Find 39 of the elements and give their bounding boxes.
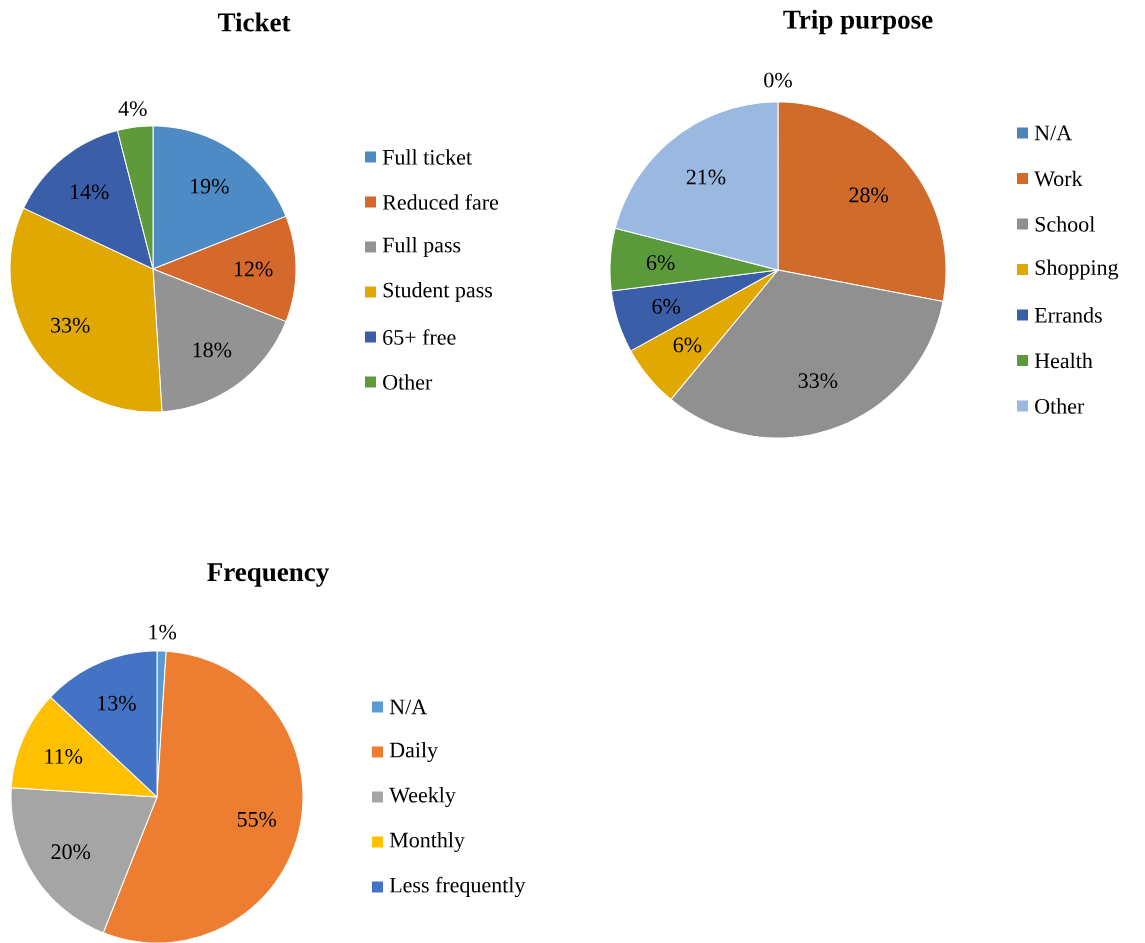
legend-label: Monthly (389, 831, 465, 852)
legend-label: Daily (389, 741, 439, 762)
data-label: 12% (234, 261, 273, 277)
legend-label: Other (1035, 398, 1085, 414)
legend-label: Shopping (1035, 259, 1119, 280)
data-label: 6% (673, 337, 702, 353)
data-label: 4% (118, 100, 147, 116)
data-label: 11% (45, 748, 83, 764)
data-label: 6% (652, 298, 681, 314)
legend-label: Student pass (383, 281, 493, 302)
data-label: 55% (237, 811, 277, 827)
data-label: 28% (849, 187, 889, 203)
data-label: 1% (149, 624, 177, 640)
legend-label: Work (1034, 170, 1083, 187)
data-label: 21% (686, 169, 726, 185)
legend-label: Other (383, 374, 433, 390)
data-label: 14% (70, 184, 109, 200)
data-label: 20% (51, 844, 91, 859)
data-label: 18% (193, 342, 232, 358)
data-label: 19% (191, 178, 229, 194)
legend-label: 65+ free (383, 328, 456, 345)
data-label: 33% (51, 317, 90, 333)
legend-label: Full pass (382, 236, 461, 257)
chart-title: Frequency (207, 562, 329, 587)
legend-label: Weekly (389, 786, 456, 807)
chart-title: Trip purpose (783, 9, 933, 34)
text: 0% (764, 72, 792, 88)
legend-label: N/A (389, 699, 427, 715)
legend-label: Full ticket (382, 149, 472, 165)
legend-label: Health (1034, 352, 1093, 368)
legend-label: Errands (1034, 307, 1102, 323)
legend-label: N/A (1034, 125, 1072, 141)
data-label: 13% (98, 695, 136, 711)
legend-label: Less frequently (389, 876, 526, 897)
data-label: 33% (798, 372, 838, 388)
legend-label: Reduced fare (382, 193, 499, 210)
data-label: 6% (646, 254, 675, 270)
legend-label: School (1035, 216, 1095, 232)
chart-title: Ticket (217, 12, 291, 32)
